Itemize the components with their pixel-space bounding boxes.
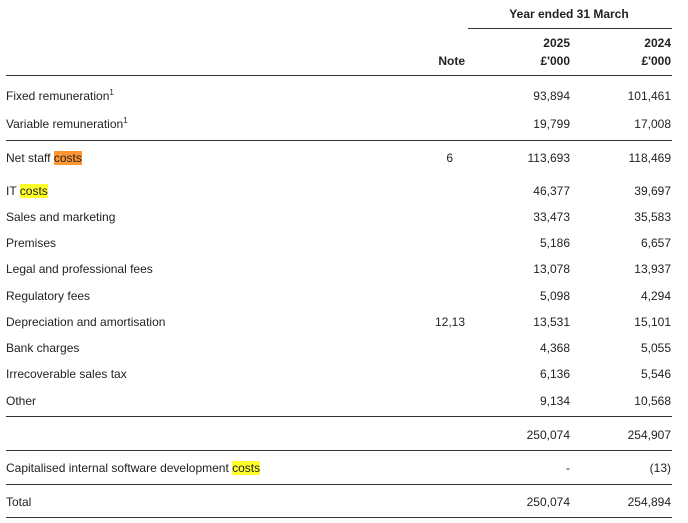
- value-2025: 6,136: [539, 367, 570, 381]
- footnote-marker: 1: [109, 88, 114, 97]
- value-2025: 5,186: [539, 236, 570, 250]
- value-2024: 6,657: [640, 236, 671, 250]
- note-ref: 12,13: [434, 315, 465, 329]
- value-2024: 4,294: [640, 289, 671, 303]
- value-2024: 5,055: [640, 341, 671, 355]
- subtotal-2025: 250,074: [526, 428, 570, 442]
- unit-2025-header: £'000: [540, 54, 570, 68]
- total-rule: [6, 484, 672, 485]
- period-header: Year ended 31 March: [509, 7, 629, 21]
- search-highlight: costs: [19, 184, 48, 198]
- row-label-net-staff-costs: Net staff costs: [6, 151, 82, 165]
- note-column-header: Note: [438, 54, 465, 68]
- value-2024: 118,469: [628, 151, 672, 165]
- value-2024: 10,568: [634, 394, 671, 408]
- value-2025: 33,473: [533, 210, 570, 224]
- value-2025: 13,078: [533, 262, 570, 276]
- header-rule: [6, 75, 672, 76]
- row-rule: [6, 450, 672, 451]
- year-2025-header: 2025: [543, 36, 570, 50]
- period-underline: [468, 28, 672, 29]
- value-2024: 35,583: [634, 210, 671, 224]
- value-2024: 15,101: [634, 315, 671, 329]
- value-2025: 93,894: [533, 89, 570, 103]
- row-label-legal-fees: Legal and professional fees: [6, 262, 153, 276]
- value-2025: 13,531: [533, 315, 570, 329]
- row-rule: [6, 140, 672, 141]
- total-2025: 250,074: [526, 495, 570, 509]
- value-2025: 46,377: [533, 184, 570, 198]
- row-label-depreciation: Depreciation and amortisation: [6, 315, 166, 329]
- value-2025: 113,693: [527, 151, 571, 165]
- value-2024: 5,546: [640, 367, 671, 381]
- unit-2024-header: £'000: [641, 54, 671, 68]
- row-label-fixed-remuneration: Fixed remuneration1: [6, 88, 114, 104]
- total-2024: 254,894: [627, 495, 671, 509]
- value-2025: 5,098: [539, 289, 570, 303]
- subtotal-2024: 254,907: [627, 428, 671, 442]
- value-2025: 9,134: [539, 394, 570, 408]
- row-label-capitalised-software: Capitalised internal software developmen…: [6, 461, 261, 475]
- value-2024: 13,937: [634, 262, 671, 276]
- value-2025: 4,368: [539, 341, 570, 355]
- row-label-sales-marketing: Sales and marketing: [6, 210, 116, 224]
- bottom-rule: [6, 517, 672, 518]
- row-label-bank-charges: Bank charges: [6, 341, 80, 355]
- row-label-variable-remuneration: Variable remuneration1: [6, 116, 128, 132]
- row-label-other: Other: [6, 394, 37, 408]
- subtotal-rule: [6, 416, 672, 417]
- note-ref: 6: [446, 151, 453, 165]
- search-highlight-current: costs: [53, 151, 82, 165]
- value-2024: 39,697: [634, 184, 671, 198]
- row-label-it-costs: IT costs: [6, 184, 48, 198]
- row-label-premises: Premises: [6, 236, 57, 250]
- search-highlight: costs: [232, 461, 261, 475]
- value-2025: 19,799: [533, 117, 570, 131]
- row-label-sales-tax: Irrecoverable sales tax: [6, 367, 127, 381]
- value-2024: 17,008: [634, 117, 671, 131]
- footnote-marker: 1: [123, 116, 128, 125]
- value-2024: (13): [649, 461, 671, 475]
- value-2024: 101,461: [627, 89, 671, 103]
- row-label-total: Total: [6, 495, 32, 509]
- row-label-regulatory-fees: Regulatory fees: [6, 289, 91, 303]
- value-2025: -: [566, 461, 570, 475]
- year-2024-header: 2024: [644, 36, 671, 50]
